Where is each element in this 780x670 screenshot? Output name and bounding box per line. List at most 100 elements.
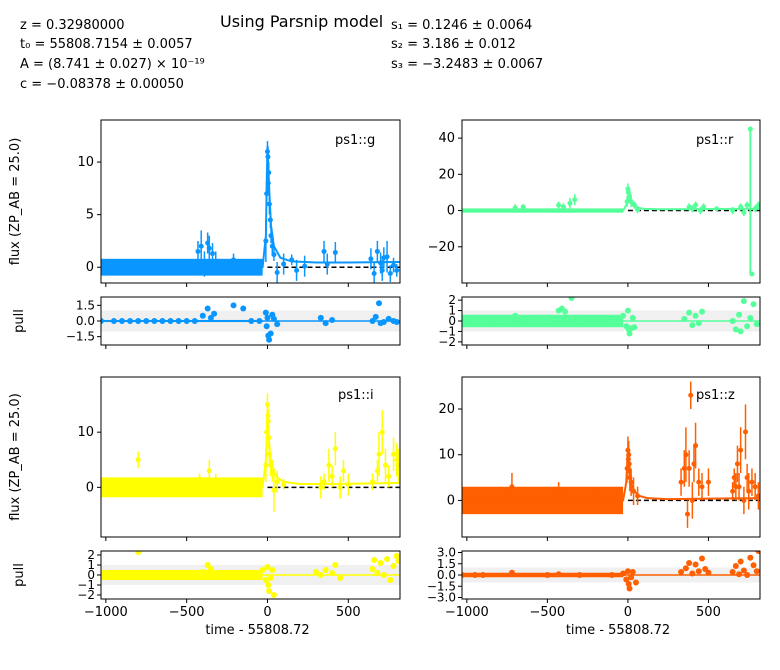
data-point [509,484,515,490]
pull-point [332,562,339,568]
data-point [701,204,707,210]
pull-point [262,309,269,316]
xtick-label: 500 [336,605,361,620]
pull-point [265,582,272,588]
pull-point [387,577,394,583]
param-t0: t₀ = 55808.7154 ± 0.0057 [20,37,193,52]
pull-point [626,330,633,337]
pull-point [264,564,271,570]
data-point [738,204,744,210]
pull-point [729,318,736,324]
data-point [678,479,684,485]
pull-point [695,568,702,575]
pull-point [520,314,527,321]
data-point [741,209,747,215]
pull-point [204,305,211,312]
xtick-label: −500 [530,605,566,620]
data-point [699,484,705,490]
data-point [195,248,201,254]
pull-point [211,310,218,317]
data-point [593,493,599,499]
flux-ytick-label: 0 [86,260,94,275]
pull-ytick-label: 1.5 [437,557,456,571]
data-point [263,238,269,244]
data-point [752,484,758,490]
data-point [734,461,740,467]
pull-point [264,314,271,321]
pull-point [732,326,739,333]
data-point [395,462,400,468]
data-point [206,245,212,251]
pull-point [183,572,190,578]
xtick-label: −1000 [445,605,489,620]
pull-point [689,322,696,329]
pull-point [462,572,465,578]
pull-ytick-label: 0 [448,314,456,328]
data-point [736,484,742,490]
band-label: ps1::i [338,388,374,403]
data-point [693,202,699,208]
pull-point [267,575,274,581]
pull-point [269,567,276,573]
pull-point [101,572,104,578]
pull-point [317,314,324,321]
flux-panel-ps1::z [462,381,760,528]
xtick-label: 500 [696,605,721,620]
data-point [749,479,755,485]
pull-point [479,318,486,324]
pull-point [504,318,511,324]
data-point [714,206,720,212]
pull-point [312,569,319,575]
flux-ytick-label: 0 [447,204,455,219]
data-point [326,462,332,468]
pull-ytick-label: −1 [77,578,95,592]
data-point [206,468,212,474]
pull-point [555,571,562,578]
data-point [685,511,691,517]
pull-point [151,318,158,324]
data-point [741,497,747,503]
pull-point [393,319,400,326]
pull-point [322,567,329,573]
pull-point [625,581,632,587]
pull-point [159,318,166,324]
pull-point [737,328,744,335]
pull-point [230,302,237,309]
pull-ylabel: pull [12,563,27,587]
data-point [683,452,689,458]
data-point [752,206,758,212]
data-point [329,473,335,479]
pull-point [747,554,754,561]
pull-point [374,570,381,576]
pull-point [496,318,503,324]
data-point [624,199,630,204]
pull-ytick-label: −2 [438,335,456,349]
pull-point [740,567,747,574]
pull-point [692,312,699,319]
data-point [368,256,374,262]
data-point [749,271,755,277]
flux-frame [100,376,401,538]
flux-ytick-label: 10 [77,155,94,170]
xtick-label: 0 [263,605,271,620]
pull-point [317,572,324,578]
data-point [274,269,280,275]
pull-point [620,570,627,577]
pull-point [736,571,743,578]
pull-point [329,316,336,323]
pull-point [259,567,266,573]
data-point [271,487,277,493]
pull-point [528,318,535,324]
xtick-label: 0 [624,605,632,620]
flux-ytick-label: 0 [86,480,94,495]
pull-point [119,318,126,324]
pull-point [191,318,198,324]
data-point [520,204,526,210]
pull-point [110,318,117,324]
xtick-label: −1000 [84,605,128,620]
flux-ytick-label: 20 [438,167,455,182]
data-point [269,243,275,249]
pull-point [262,577,269,583]
pull-ytick-label: 0.0 [76,314,95,328]
pull-ytick-label: 0.0 [437,568,456,582]
